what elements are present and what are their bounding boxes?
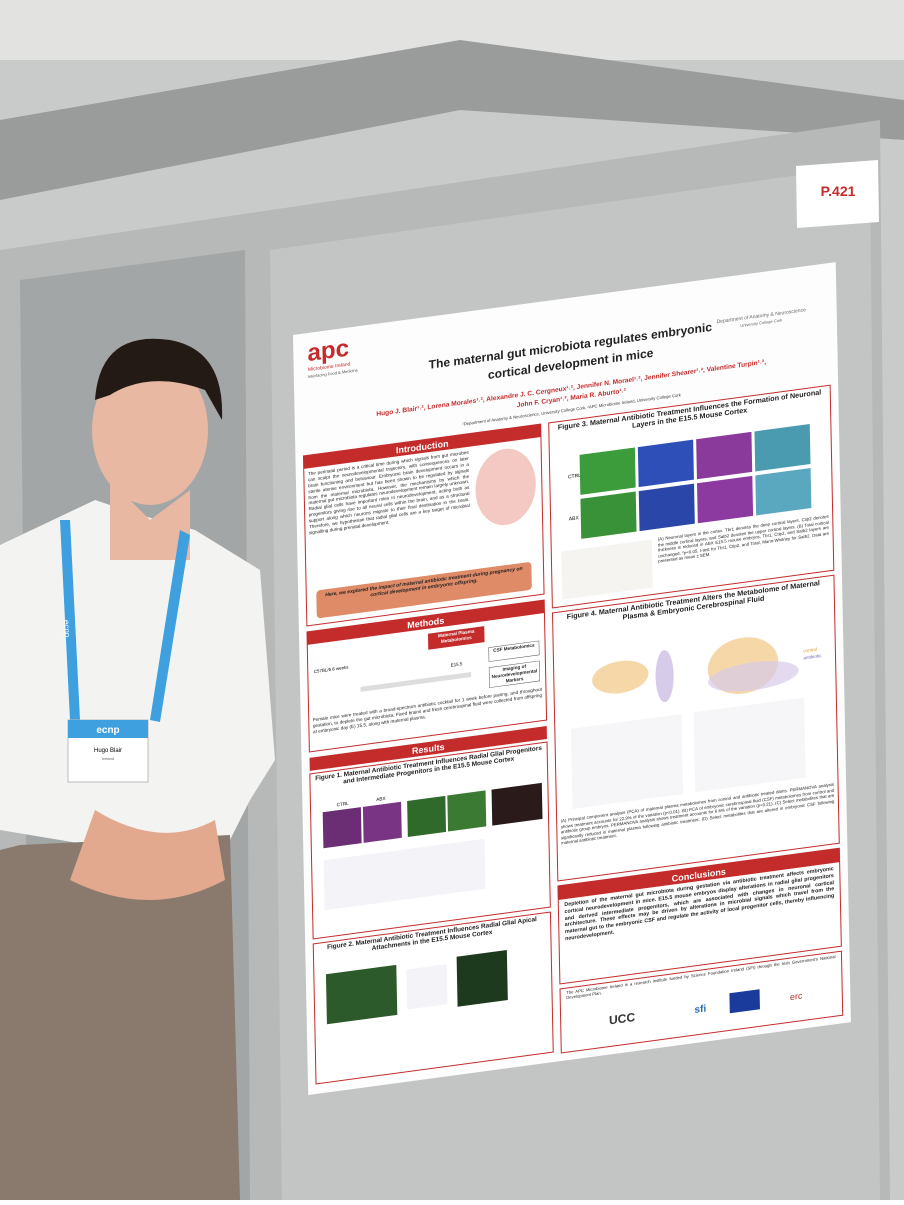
micrograph [325, 964, 398, 1025]
micrograph [491, 782, 543, 826]
conclusions-header [557, 848, 840, 900]
person: ecnp ecnp Hugo Blair Ireland [0, 338, 275, 1200]
aim-box [316, 562, 532, 619]
method-box [427, 626, 485, 650]
legend-entry: antibiotic [803, 653, 822, 661]
micrograph [638, 483, 695, 532]
results-heading: Results [412, 742, 445, 756]
intro-header [303, 424, 541, 469]
micrograph [580, 491, 637, 539]
methods-heading: Methods [407, 616, 444, 631]
timeline [360, 672, 472, 692]
pca-ellipse [655, 650, 674, 703]
bar-graphs [323, 838, 486, 911]
abx-label: ABX [376, 796, 385, 802]
badge-name: Hugo Blair [94, 748, 122, 754]
micrograph [456, 950, 508, 1007]
legend-entry: control [803, 647, 817, 654]
bar-graphs [406, 964, 448, 1010]
vent [0, 40, 904, 200]
badge-country: Ireland [102, 756, 114, 761]
boxplots [570, 713, 684, 809]
micrograph [696, 431, 753, 480]
micrograph [362, 801, 402, 843]
pca-ellipse [592, 660, 649, 694]
mouse-label: C57BL/6 8 weeks [314, 664, 349, 674]
micrograph [637, 439, 694, 488]
badge-header [68, 720, 148, 738]
logo-tag: Interfacing Food & Medicine [308, 367, 359, 379]
methods-header [307, 600, 545, 645]
micrograph [755, 468, 812, 516]
ctrl-label: CTRL [568, 473, 581, 481]
brain-gut-illustration [475, 448, 536, 526]
lanyard [60, 520, 190, 722]
micrograph [754, 424, 811, 472]
logo-sub: Microbiome Ireland [308, 361, 351, 373]
funding-box [559, 950, 844, 1054]
e155-label: E15.5 [451, 661, 463, 668]
dept-sub: University College Cork [740, 317, 783, 328]
ctrl-label: CTRL [337, 801, 350, 808]
neck [110, 480, 190, 560]
hair [95, 338, 223, 420]
lanyard-text: ecnp [62, 620, 72, 638]
sign [796, 160, 879, 228]
micrograph [579, 447, 636, 495]
eu-flag [729, 989, 760, 1014]
sfi-logo: sfi [694, 1003, 706, 1016]
bar-graphs [561, 539, 653, 600]
method-box [488, 640, 540, 662]
boxplots [693, 697, 806, 793]
badge-brand: ecnp [96, 725, 119, 736]
micrograph [407, 795, 447, 837]
poster: apc Microbiome Ireland Interfacing Food … [293, 262, 851, 1095]
micrograph [447, 790, 487, 832]
hands [70, 810, 225, 900]
trousers [0, 835, 240, 1200]
micrograph [697, 475, 754, 524]
results-header [309, 726, 547, 771]
micrograph [322, 807, 362, 849]
logo: apc [307, 335, 349, 367]
face [92, 355, 208, 505]
abx-label: ABX [569, 515, 580, 522]
pca-ellipse [708, 660, 799, 692]
method-box [488, 660, 541, 688]
intro-text-box: The perinatal period is a critical time … [308, 450, 470, 535]
erc-logo: erc [790, 991, 803, 1003]
ucc-logo: UCC [609, 1010, 636, 1027]
sign-label: P.421 [821, 183, 856, 199]
